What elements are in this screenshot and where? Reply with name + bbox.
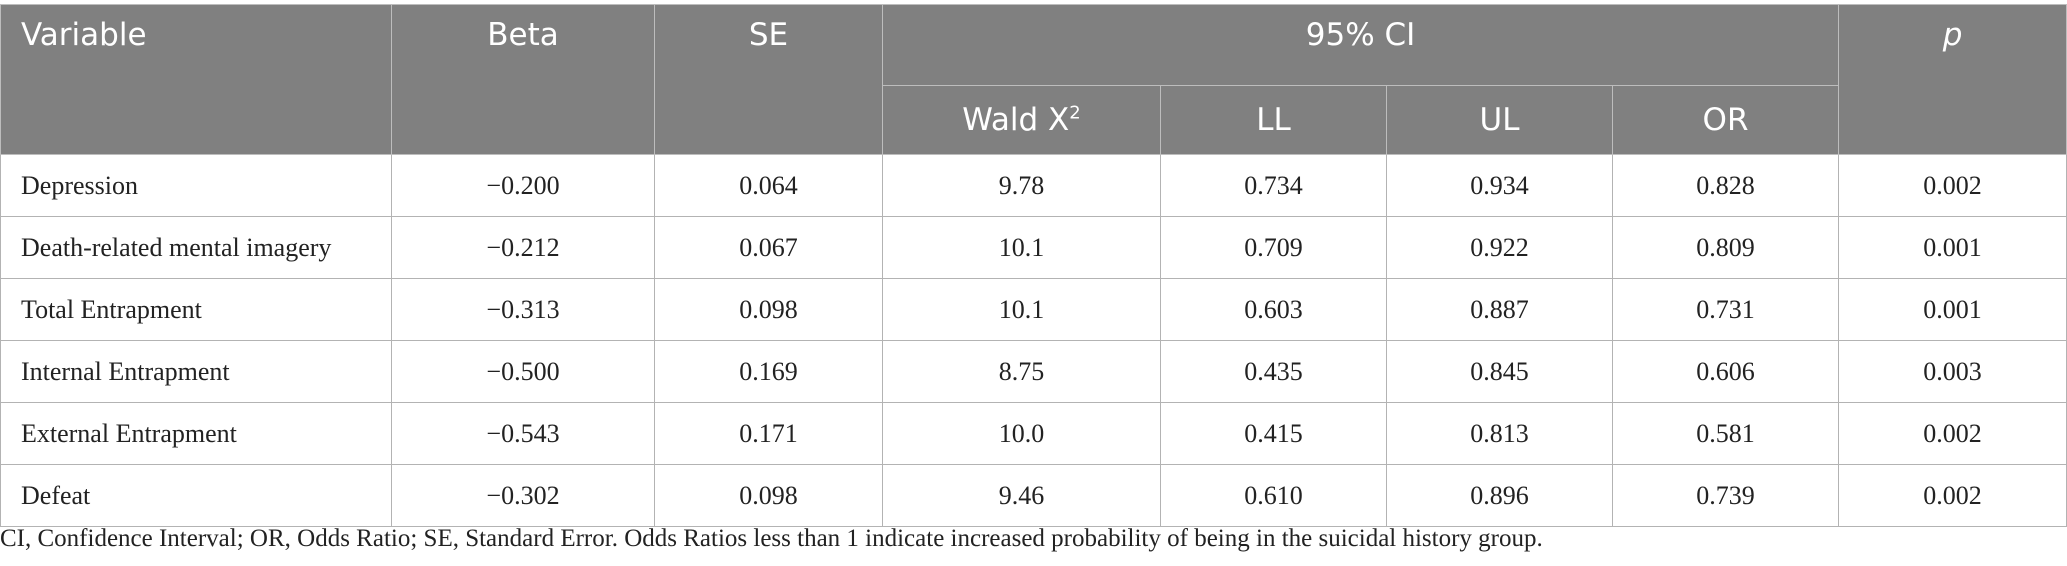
cell-p: 0.001 bbox=[1838, 278, 2067, 341]
cell-variable: Total Entrapment bbox=[0, 278, 392, 341]
cell-ul: 0.922 bbox=[1386, 216, 1613, 279]
cell-beta: −0.200 bbox=[391, 154, 655, 217]
cell-variable: Defeat bbox=[0, 464, 392, 527]
header-or: OR bbox=[1611, 85, 1840, 155]
cell-se: 0.098 bbox=[654, 464, 883, 527]
table-row: Depression −0.200 0.064 9.78 0.734 0.934… bbox=[0, 154, 2067, 217]
cell-beta: −0.543 bbox=[391, 402, 655, 465]
cell-variable: Death-related mental imagery bbox=[0, 216, 392, 279]
cell-ul: 0.934 bbox=[1386, 154, 1613, 217]
header-row-sub: Wald X2 LL UL OR bbox=[1, 85, 2067, 155]
table-row: Total Entrapment −0.313 0.098 10.1 0.603… bbox=[0, 278, 2067, 341]
cell-p: 0.003 bbox=[1838, 340, 2067, 403]
header-wald: Wald X2 bbox=[882, 85, 1161, 155]
cell-or: 0.606 bbox=[1611, 340, 1840, 403]
header-ul: UL bbox=[1386, 85, 1613, 155]
header-ll: LL bbox=[1160, 85, 1387, 155]
cell-wald: 10.1 bbox=[882, 216, 1161, 279]
cell-se: 0.064 bbox=[654, 154, 883, 217]
header-wald-label: Wald X bbox=[962, 102, 1070, 138]
cell-p: 0.001 bbox=[1838, 216, 2067, 279]
cell-or: 0.731 bbox=[1611, 278, 1840, 341]
header-beta: Beta bbox=[391, 4, 655, 155]
cell-beta: −0.500 bbox=[391, 340, 655, 403]
header-row-top: Variable Beta SE 95% CI p bbox=[0, 4, 2067, 155]
cell-p: 0.002 bbox=[1838, 464, 2067, 527]
cell-or: 0.828 bbox=[1611, 154, 1840, 217]
table-row: External Entrapment −0.543 0.171 10.0 0.… bbox=[0, 402, 2067, 465]
cell-ul: 0.845 bbox=[1386, 340, 1613, 403]
results-table: Variable Beta SE 95% CI p Wald X2 LL UL … bbox=[0, 4, 2067, 527]
cell-wald: 9.78 bbox=[882, 154, 1161, 217]
header-variable: Variable bbox=[0, 4, 392, 155]
cell-se: 0.067 bbox=[654, 216, 883, 279]
cell-ul: 0.887 bbox=[1386, 278, 1613, 341]
cell-ll: 0.734 bbox=[1160, 154, 1387, 217]
table-row: Internal Entrapment −0.500 0.169 8.75 0.… bbox=[0, 340, 2067, 403]
cell-se: 0.169 bbox=[654, 340, 883, 403]
cell-ll: 0.709 bbox=[1160, 216, 1387, 279]
cell-beta: −0.313 bbox=[391, 278, 655, 341]
cell-se: 0.098 bbox=[654, 278, 883, 341]
cell-ll: 0.415 bbox=[1160, 402, 1387, 465]
header-p: p bbox=[1838, 4, 2067, 155]
cell-or: 0.809 bbox=[1611, 216, 1840, 279]
cell-ul: 0.896 bbox=[1386, 464, 1613, 527]
header-se: SE bbox=[654, 4, 883, 155]
cell-ll: 0.610 bbox=[1160, 464, 1387, 527]
cell-variable: Depression bbox=[0, 154, 392, 217]
table-footnote: CI, Confidence Interval; OR, Odds Ratio;… bbox=[0, 525, 1543, 552]
table-row: Defeat −0.302 0.098 9.46 0.610 0.896 0.7… bbox=[0, 464, 2067, 527]
cell-wald: 8.75 bbox=[882, 340, 1161, 403]
cell-wald: 10.0 bbox=[882, 402, 1161, 465]
cell-wald: 9.46 bbox=[882, 464, 1161, 527]
cell-beta: −0.212 bbox=[391, 216, 655, 279]
cell-wald: 10.1 bbox=[882, 278, 1161, 341]
header-wald-superscript: 2 bbox=[1069, 102, 1081, 124]
cell-or: 0.739 bbox=[1611, 464, 1840, 527]
cell-beta: −0.302 bbox=[391, 464, 655, 527]
cell-se: 0.171 bbox=[654, 402, 883, 465]
cell-ul: 0.813 bbox=[1386, 402, 1613, 465]
cell-variable: Internal Entrapment bbox=[0, 340, 392, 403]
cell-ll: 0.603 bbox=[1160, 278, 1387, 341]
table-row: Death-related mental imagery −0.212 0.06… bbox=[0, 216, 2067, 279]
cell-p: 0.002 bbox=[1838, 402, 2067, 465]
cell-or: 0.581 bbox=[1611, 402, 1840, 465]
cell-p: 0.002 bbox=[1838, 154, 2067, 217]
cell-variable: External Entrapment bbox=[0, 402, 392, 465]
cell-ll: 0.435 bbox=[1160, 340, 1387, 403]
header-ci-group: 95% CI bbox=[881, 4, 1840, 86]
